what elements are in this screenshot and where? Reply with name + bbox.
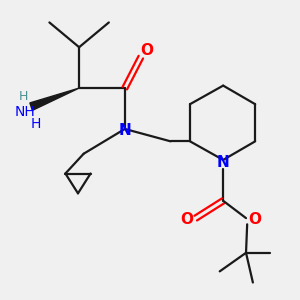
Text: N: N bbox=[217, 155, 230, 170]
Text: NH: NH bbox=[15, 105, 36, 118]
Text: O: O bbox=[140, 44, 153, 59]
Text: H: H bbox=[18, 90, 28, 103]
Text: O: O bbox=[249, 212, 262, 227]
Text: O: O bbox=[180, 212, 193, 227]
Text: N: N bbox=[118, 123, 131, 138]
Text: H: H bbox=[31, 117, 41, 131]
Polygon shape bbox=[30, 88, 79, 110]
